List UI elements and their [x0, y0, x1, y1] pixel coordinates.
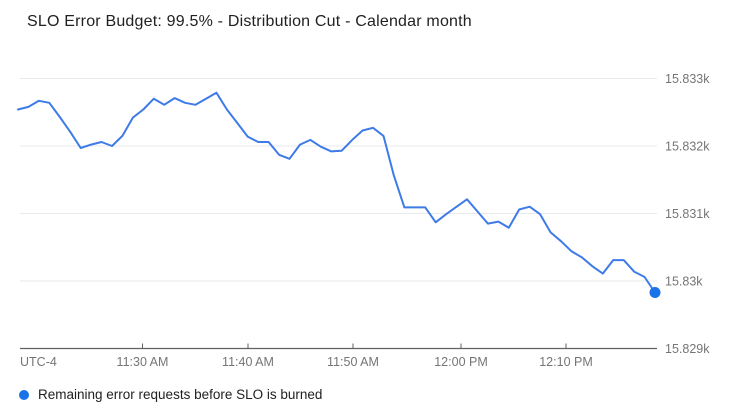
- y-axis-tick-label: 15.832k: [665, 140, 710, 154]
- legend-series-label: Remaining error requests before SLO is b…: [38, 387, 323, 402]
- x-axis-tick-label: 12:00 PM: [434, 355, 488, 369]
- y-axis-tick-label: 15.83k: [665, 275, 703, 289]
- x-axis-tick-label: 11:40 AM: [222, 355, 274, 369]
- series-end-point-dot[interactable]: [649, 287, 661, 298]
- y-axis-tick-label: 15.831k: [665, 207, 710, 221]
- timezone-label: UTC-4: [20, 355, 57, 369]
- series-line-remaining-error-requests[interactable]: [17, 91, 656, 294]
- legend-series-dot-icon: [19, 389, 29, 400]
- x-axis-tick-label: 11:50 AM: [327, 355, 379, 369]
- x-axis-tick-label: 11:30 AM: [117, 355, 169, 369]
- y-axis-tick-label: 15.829k: [665, 342, 710, 356]
- x-axis-tick-label: 12:10 PM: [539, 355, 593, 369]
- chart-title: SLO Error Budget: 99.5% - Distribution C…: [27, 13, 472, 30]
- y-axis-tick-label: 15.833k: [665, 72, 710, 86]
- legend-item-remaining-error-requests[interactable]: Remaining error requests before SLO is b…: [19, 387, 322, 402]
- legend: Remaining error requests before SLO is b…: [19, 386, 322, 403]
